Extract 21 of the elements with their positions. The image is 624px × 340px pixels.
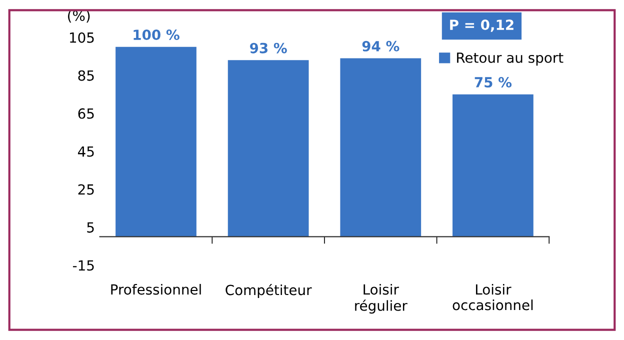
data-label: 75 % <box>474 76 512 88</box>
y-tick-label: 45 <box>78 146 94 157</box>
text: P = 0,12 <box>450 20 514 32</box>
bar <box>228 60 309 237</box>
data-label: 94 % <box>362 40 400 52</box>
y-tick-label: -15 <box>72 260 94 271</box>
bar <box>340 58 422 237</box>
x-tick-label: Professionnel <box>111 284 201 295</box>
x-tick-label: Loisir régulier <box>355 284 408 314</box>
bar <box>116 46 196 237</box>
y-tick-label: 5 <box>87 222 94 233</box>
y-tick-label: 65 <box>78 108 94 119</box>
bar <box>452 94 534 237</box>
x-tick-label: Loisir occasionnel <box>452 284 533 310</box>
y-tick-label: 85 <box>78 70 94 81</box>
x-tick-label: Compétiteur <box>226 284 312 298</box>
data-label: 100 % <box>134 30 180 40</box>
legend-label: Retour au sport <box>457 52 564 66</box>
y-tick-label: 25 <box>78 184 94 195</box>
y-tick-label: 105 <box>70 32 94 43</box>
data-label: 93 % <box>250 42 287 54</box>
